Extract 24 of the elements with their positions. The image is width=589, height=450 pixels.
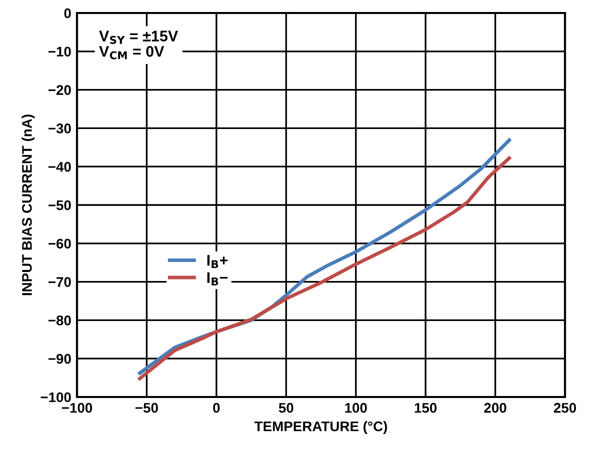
y-tick-label: −70 [48,277,71,287]
x-axis-title: TEMPERATURE (°C) [254,421,387,434]
y-tick-label: −40 [48,162,71,172]
x-tick-label: 0 [213,402,220,413]
text: V$_{SY}$ = ±15V V$_{CM}$ = 0V [99,30,178,60]
y-tick-label: −50 [48,200,71,210]
y-tick-label: 0 [64,8,71,18]
y-tick-label: −60 [48,238,71,249]
legend-label: I$_{B}$+ [207,255,228,268]
y-tick-label: −10 [48,46,71,57]
x-tick-label: −100 [62,402,92,413]
x-tick-label: 100 [345,402,367,413]
y-tick-label: −80 [48,316,71,326]
x-tick-label: 50 [278,402,294,413]
y-tick-label: −30 [48,124,71,134]
y-tick-label: −20 [48,85,71,95]
legend-label: I$_{B}$− [207,272,228,286]
x-tick-label: 150 [414,402,437,413]
y-tick-label: −100 [40,392,71,402]
x-tick-label: 200 [484,402,506,413]
x-tick-label: −50 [136,402,158,413]
y-axis-title: INPUT BIAS CURRENT (nA) [22,114,35,296]
y-tick-label: −90 [48,354,71,364]
x-tick-label: 250 [554,402,576,413]
